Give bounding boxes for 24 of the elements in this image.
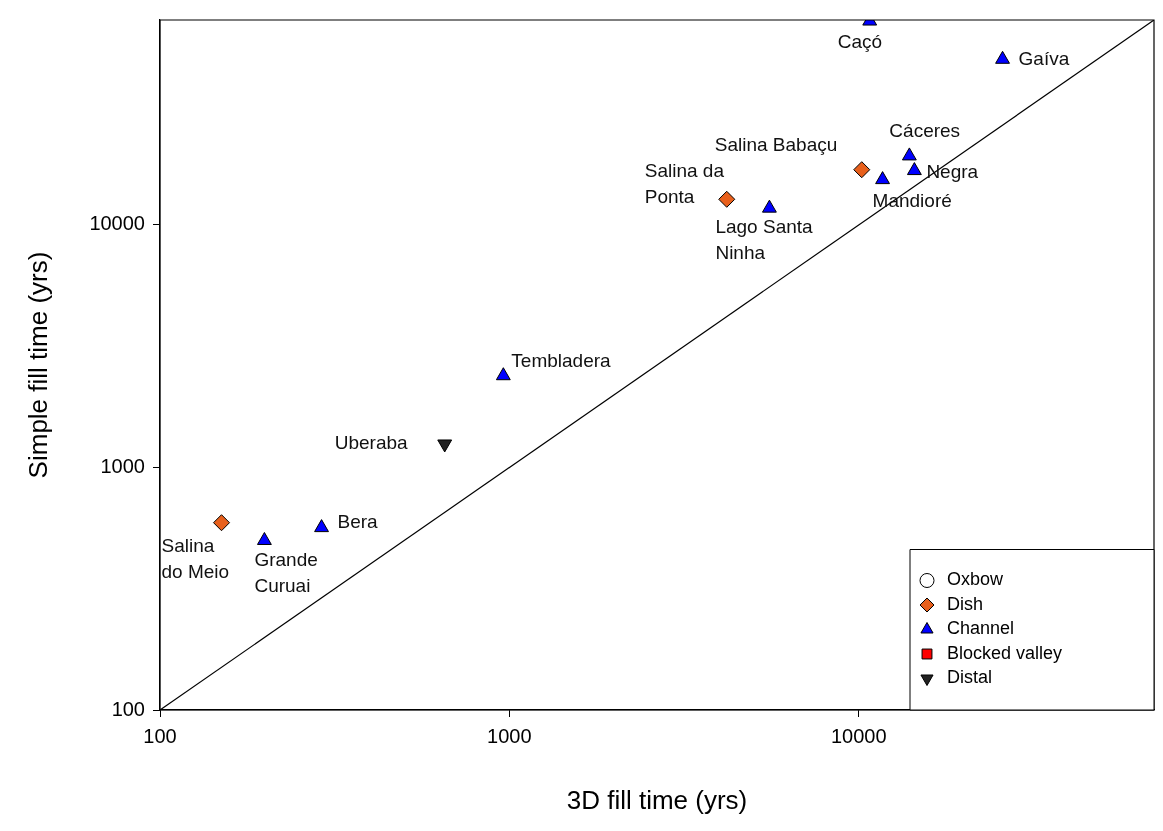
annotation: Cáceres [889, 120, 961, 142]
x-tick-label: 1000 [487, 724, 532, 747]
annotation: Gaíva [1018, 47, 1070, 69]
annotation: Salina Babaçu [714, 133, 838, 155]
x-tick-label: 100 [143, 724, 177, 747]
y-tick-label: 10000 [89, 212, 145, 235]
annotation: Tembladera [511, 349, 612, 371]
annotation: Lago Santa Ninha [715, 216, 814, 264]
annotation: Uberaba [334, 432, 409, 454]
annotation: Bera [337, 510, 379, 532]
annotation: Salina do Meio [161, 534, 230, 582]
x-tick-label: 10000 [830, 724, 887, 747]
y-tick-label: 100 [111, 697, 145, 720]
legend-label: Blocked valley [947, 642, 1063, 663]
y-tick-label: 1000 [100, 454, 145, 477]
legend-label: Dish [947, 593, 984, 614]
legend-label: Oxbow [947, 569, 1005, 590]
x-axis-title: 3D fill time (yrs) [566, 784, 748, 815]
legend-label: Channel [947, 618, 1015, 639]
annotation: Caçó [837, 31, 883, 53]
legend-label: Distal [947, 667, 993, 688]
annotation: Salina da Ponta [644, 159, 725, 207]
annotation: Grande Curuai [254, 548, 318, 596]
y-axis-title: Simple fill time (yrs) [22, 251, 53, 479]
